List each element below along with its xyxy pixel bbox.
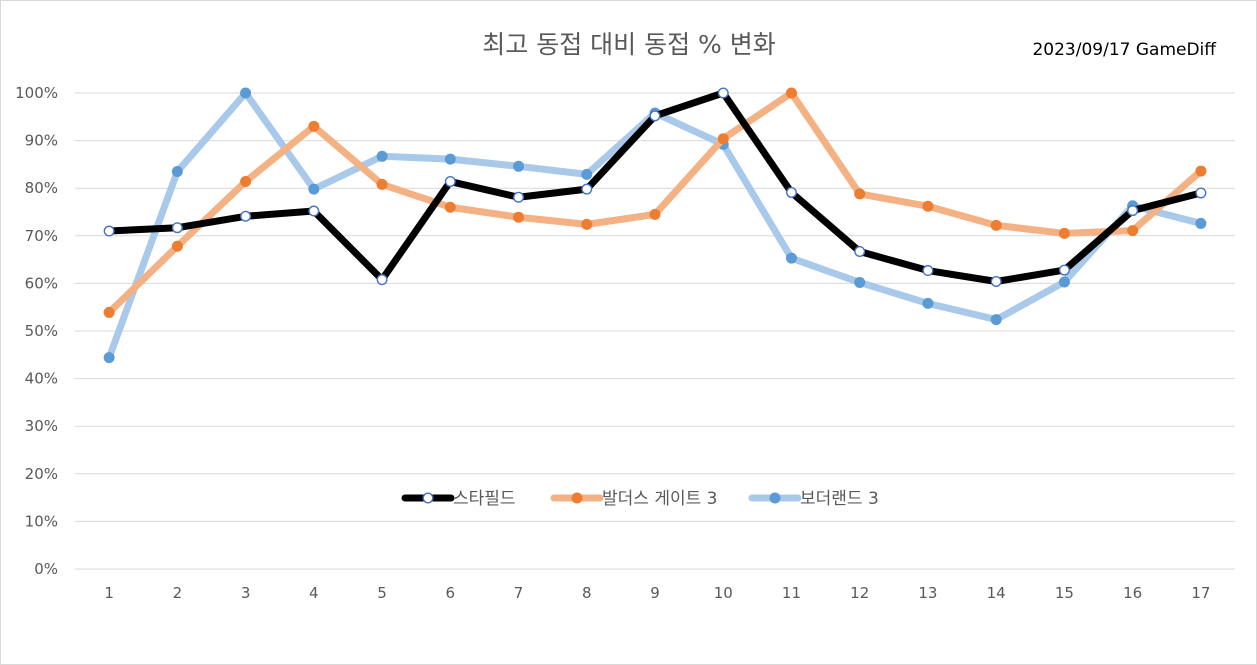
- y-tick-label: 80%: [25, 179, 58, 197]
- x-tick-label: 1: [104, 584, 114, 602]
- chart-title: 최고 동접 대비 동접 % 변화: [482, 30, 776, 59]
- y-tick-label: 70%: [25, 227, 58, 245]
- x-tick-label: 16: [1123, 584, 1142, 602]
- data-point: [922, 265, 934, 277]
- data-point: [513, 160, 525, 172]
- legend-label: 보더랜드 3: [800, 489, 879, 509]
- data-point: [990, 314, 1002, 326]
- data-point: [785, 252, 797, 264]
- x-tick-label: 17: [1191, 584, 1210, 602]
- data-point: [308, 205, 320, 217]
- data-point: [854, 246, 866, 258]
- series-1: [103, 87, 1207, 287]
- data-point: [581, 168, 593, 180]
- data-point: [1058, 276, 1070, 288]
- data-point: [171, 222, 183, 234]
- data-point: [990, 275, 1002, 287]
- y-tick-label: 30%: [25, 417, 58, 435]
- y-tick-label: 20%: [25, 465, 58, 483]
- chart-annotation: 2023/09/17 GameDiff: [1032, 40, 1217, 60]
- x-axis-ticks: 1 2 3 4 5 6 7 8 9 10 11 12 13 14 15 16 17: [104, 584, 1210, 602]
- data-point: [1195, 165, 1207, 177]
- data-point: [103, 306, 115, 318]
- data-point: [990, 219, 1002, 231]
- legend-swatch-marker: [571, 492, 583, 504]
- data-point: [717, 87, 729, 99]
- data-point: [1127, 225, 1139, 237]
- data-point: [240, 87, 252, 99]
- y-tick-label: 0%: [34, 560, 58, 578]
- x-tick-label: 10: [714, 584, 733, 602]
- data-point: [444, 176, 456, 188]
- x-tick-label: 15: [1055, 584, 1074, 602]
- y-tick-label: 100%: [15, 84, 58, 102]
- legend-label: 스타필드: [453, 489, 516, 509]
- y-tick-label: 90%: [25, 132, 58, 150]
- y-tick-label: 60%: [25, 274, 58, 292]
- data-point: [1195, 187, 1207, 199]
- legend-item-3: 보더랜드 3: [748, 489, 879, 509]
- data-point: [922, 297, 934, 309]
- data-point: [171, 240, 183, 252]
- data-point: [171, 166, 183, 178]
- y-tick-label: 10%: [25, 512, 58, 530]
- data-point: [785, 186, 797, 198]
- y-axis-ticks: 0% 10% 20% 30% 40% 50% 60% 70% 80% 90% 100%: [15, 84, 58, 578]
- data-point: [922, 200, 934, 212]
- x-tick-label: 9: [650, 584, 660, 602]
- data-point: [308, 183, 320, 195]
- legend-label: 발더스 게이트 3: [602, 489, 717, 509]
- data-point: [240, 210, 252, 222]
- series-group: [103, 87, 1207, 364]
- data-point: [785, 87, 797, 99]
- y-tick-label: 40%: [25, 370, 58, 388]
- y-tick-label: 50%: [25, 322, 58, 340]
- x-tick-label: 13: [918, 584, 937, 602]
- x-tick-label: 8: [582, 584, 592, 602]
- x-tick-label: 6: [446, 584, 456, 602]
- x-tick-label: 5: [377, 584, 387, 602]
- data-point: [1195, 217, 1207, 229]
- data-point: [1058, 227, 1070, 239]
- data-point: [444, 153, 456, 165]
- x-tick-label: 11: [782, 584, 801, 602]
- series-line: [105, 89, 1205, 362]
- data-point: [444, 201, 456, 213]
- legend-item-1: 스타필드: [401, 489, 516, 509]
- data-point: [581, 183, 593, 195]
- x-tick-label: 4: [309, 584, 319, 602]
- legend-swatch-marker: [422, 492, 434, 504]
- data-point: [854, 276, 866, 288]
- data-point: [240, 176, 252, 188]
- data-point: [308, 120, 320, 132]
- data-point: [717, 133, 729, 145]
- data-point: [376, 178, 388, 190]
- data-point: [103, 352, 115, 364]
- data-point: [376, 274, 388, 286]
- data-point: [649, 208, 661, 220]
- legend-item-2: 발더스 게이트 3: [550, 489, 717, 509]
- data-point: [1058, 264, 1070, 276]
- x-tick-label: 7: [514, 584, 524, 602]
- data-point: [103, 225, 115, 237]
- data-point: [854, 188, 866, 200]
- x-tick-label: 12: [850, 584, 869, 602]
- x-tick-label: 3: [241, 584, 251, 602]
- series-3: [103, 87, 1207, 364]
- gridlines: [75, 92, 1235, 570]
- data-point: [1127, 205, 1139, 217]
- legend: 스타필드 발더스 게이트 3 보더랜드 3: [401, 489, 879, 509]
- legend-swatch-marker: [769, 492, 781, 504]
- data-point: [513, 211, 525, 223]
- data-point: [376, 150, 388, 162]
- x-tick-label: 2: [173, 584, 183, 602]
- series-2: [103, 87, 1207, 318]
- data-point: [581, 218, 593, 230]
- data-point: [649, 110, 661, 122]
- data-point: [513, 191, 525, 203]
- x-tick-label: 14: [987, 584, 1006, 602]
